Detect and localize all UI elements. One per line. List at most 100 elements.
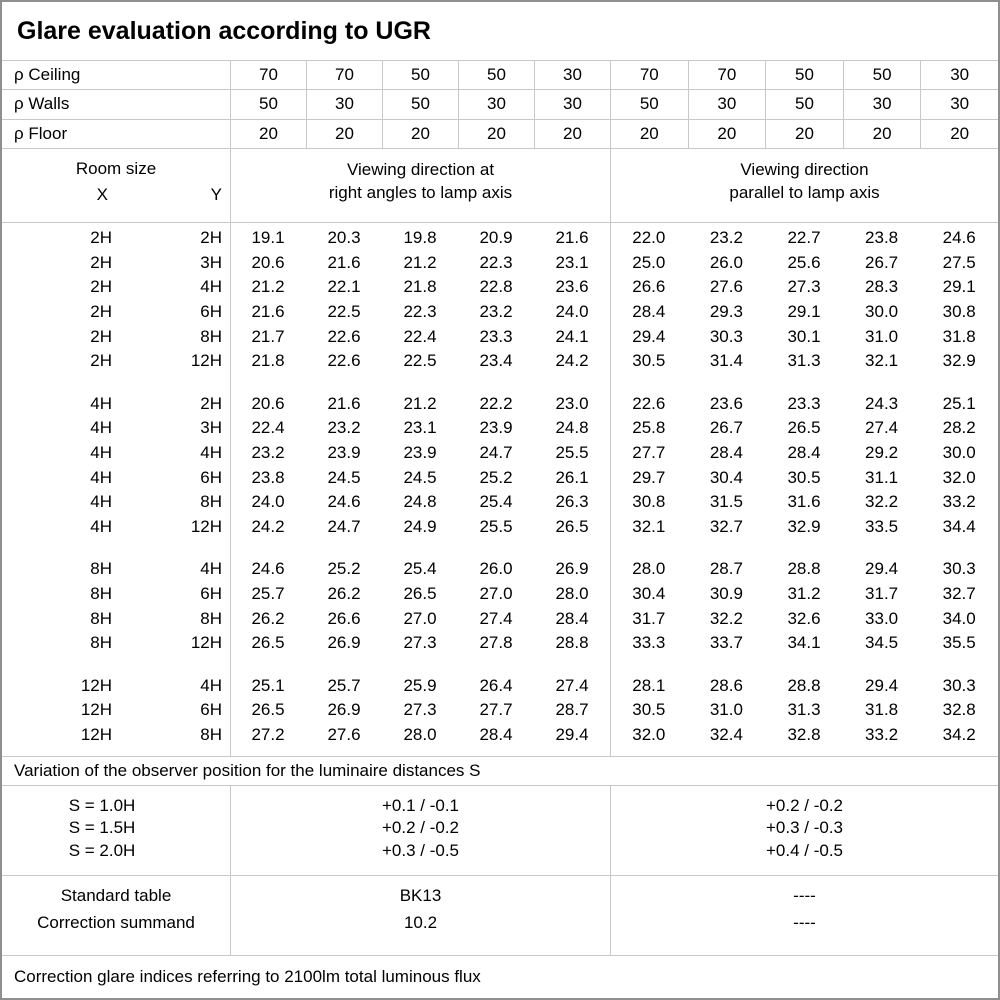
ugr-value-right-angles: 20.6	[251, 393, 285, 413]
ugr-value-right-angles: 25.2	[327, 559, 361, 579]
room-y-value: 12H	[190, 516, 222, 536]
reflectance-value: 30	[458, 90, 534, 119]
ugr-row: 8H 6H 25.7 26.2 26.5 27.0 28.0 30.4 30.9 31.2 31.7…	[2, 582, 998, 607]
y-axis-label: Y	[210, 184, 222, 204]
ugr-row: 4H 6H 23.8 24.5 24.5 25.2 26.1 29.7 30.4 30.5 31.1…	[2, 465, 998, 490]
ugr-value-right-angles: 23.9	[479, 418, 513, 438]
ugr-value-parallel: 26.6	[632, 277, 666, 297]
ugr-value-right-angles: 27.8	[479, 633, 513, 653]
ugr-value-right-angles: 24.8	[555, 418, 589, 438]
ugr-value-right-angles: 24.6	[327, 492, 361, 512]
ugr-value-parallel: 28.4	[787, 443, 821, 463]
ugr-value-right-angles: 26.3	[555, 492, 589, 512]
ugr-value-right-angles: 25.5	[479, 516, 513, 536]
ugr-value-parallel: 32.6	[787, 608, 821, 628]
ugr-value-parallel: 30.1	[787, 326, 821, 346]
ugr-value-parallel: 28.4	[632, 302, 666, 322]
reflectance-value: 20	[687, 119, 766, 148]
ugr-value-parallel: 31.6	[787, 492, 821, 512]
ugr-value-right-angles: 26.9	[327, 633, 361, 653]
ugr-value-parallel: 31.0	[865, 326, 899, 346]
parallel-header: Viewing direction parallel to lamp axis	[610, 148, 998, 222]
room-y-value: 6H	[200, 584, 222, 603]
room-x-value: 2H	[90, 326, 112, 346]
room-y-value: 12H	[190, 633, 222, 653]
room-x-value: 12H	[80, 700, 112, 720]
room-size-group: 8H 4H 24.6 25.2 25.4 26.0 26.9 28.0 28.7 28.8 29.4…	[2, 557, 998, 655]
ugr-value-parallel: 33.7	[709, 633, 743, 653]
room-y-value: 8H	[200, 724, 222, 744]
ugr-value-right-angles: 28.4	[479, 724, 513, 744]
ugr-value-right-angles: 25.7	[251, 584, 285, 603]
reflectance-value: 20	[765, 119, 843, 148]
ugr-value-parallel: 25.0	[632, 252, 666, 272]
ugr-value-right-angles: 22.2	[479, 393, 513, 413]
reflectance-row: ρ Floor 20 20 20 20 20 20 20 20 20 20	[2, 119, 998, 149]
room-y-value: 3H	[200, 418, 222, 438]
ugr-value-parallel: 26.7	[865, 252, 899, 272]
ugr-value-parallel: 28.1	[632, 675, 666, 695]
ugr-value-right-angles: 24.0	[555, 302, 589, 322]
room-y-value: 2H	[200, 228, 222, 248]
ugr-value-parallel: 35.5	[942, 633, 976, 653]
reflectance-value: 50	[765, 90, 843, 119]
room-size-label: Room size	[75, 158, 157, 178]
reflectance-value: 50	[765, 61, 843, 90]
ugr-value-right-angles: 19.1	[251, 228, 285, 248]
ugr-value-parallel: 32.2	[865, 492, 899, 512]
ugr-value-right-angles: 19.8	[403, 228, 437, 248]
room-x-value: 2H	[90, 351, 112, 371]
summary-label: Standard table	[60, 885, 172, 905]
ugr-value-parallel: 32.4	[709, 724, 743, 744]
room-y-value: 2H	[200, 393, 222, 413]
xy-axis-labels: X Y	[2, 184, 230, 206]
ugr-value-parallel: 24.6	[942, 228, 976, 248]
ugr-value-right-angles: 24.1	[555, 326, 589, 346]
ugr-value-parallel: 30.0	[865, 302, 899, 322]
ugr-value-right-angles: 29.4	[555, 724, 589, 744]
room-y-value: 6H	[200, 302, 222, 322]
reflectance-value: 20	[534, 119, 610, 148]
ugr-value-right-angles: 24.5	[403, 467, 437, 487]
ugr-row: 4H 4H 23.2 23.9 23.9 24.7 25.5 27.7 28.4 28.4 29.2…	[2, 441, 998, 466]
ugr-value-parallel: 32.9	[787, 516, 821, 536]
ugr-value-parallel: 33.3	[632, 633, 666, 653]
ugr-value-right-angles: 26.5	[251, 633, 285, 653]
ugr-value-parallel: 31.7	[632, 608, 666, 628]
ugr-row: 4H 2H 20.6 21.6 21.2 22.2 23.0 22.6 23.6 23.3 24.3…	[2, 392, 998, 417]
ugr-value-parallel: 25.6	[787, 252, 821, 272]
ugr-value-parallel: 28.4	[709, 443, 743, 463]
spacing-distance-label: S = 1.5H	[68, 818, 136, 838]
ugr-value-right-angles: 20.9	[479, 228, 513, 248]
ugr-value-parallel: 29.4	[865, 675, 899, 695]
ugr-value-right-angles: 27.4	[479, 608, 513, 628]
ugr-value-parallel: 23.8	[865, 228, 899, 248]
room-x-value: 8H	[90, 633, 112, 653]
ugr-value-right-angles: 22.4	[251, 418, 285, 438]
ugr-value-parallel: 28.0	[632, 559, 666, 579]
spacing-parallel-values: +0.2 / -0.2 +0.3 / -0.3 +0.4 / -0.5	[610, 785, 998, 875]
ugr-value-parallel: 32.0	[632, 724, 666, 744]
ugr-row: 2H 4H 21.2 22.1 21.8 22.8 23.6 26.6 27.6 27.3 28.3…	[2, 275, 998, 300]
room-x-value: 4H	[90, 393, 112, 413]
ugr-value-right-angles: 28.0	[403, 724, 437, 744]
room-size-group: 12H 4H 25.1 25.7 25.9 26.4 27.4 28.1 28.6 28.8 29.…	[2, 673, 998, 747]
reflectance-row: ρ Walls 50 30 50 30 30 50 30 50 30 30	[2, 90, 998, 120]
ugr-value-parallel: 32.2	[709, 608, 743, 628]
ugr-value-parallel: 28.7	[709, 559, 743, 579]
ugr-value-parallel: 29.1	[787, 302, 821, 322]
ugr-value-parallel: 30.9	[709, 584, 743, 603]
ugr-value-right-angles: 23.9	[327, 443, 361, 463]
room-x-value: 4H	[90, 516, 112, 536]
ugr-value-right-angles: 25.5	[555, 443, 589, 463]
ugr-value-right-angles: 26.9	[327, 700, 361, 720]
ugr-value-right-angles: 24.9	[403, 516, 437, 536]
ugr-row: 2H 3H 20.6 21.6 21.2 22.3 23.1 25.0 26.0 25.6 26.7…	[2, 251, 998, 276]
page-title: Glare evaluation according to UGR	[2, 2, 998, 61]
reflectance-value: 30	[920, 90, 998, 119]
reflectance-value: 30	[306, 90, 382, 119]
reflectance-value: 30	[920, 61, 998, 90]
ugr-value-parallel: 31.2	[787, 584, 821, 603]
ugr-value-parallel: 32.7	[709, 516, 743, 536]
